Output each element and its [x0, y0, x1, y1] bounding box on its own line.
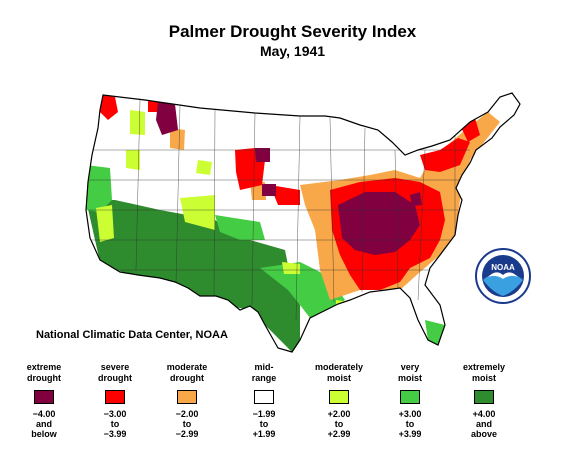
legend-range-line: −1.99 [252, 409, 276, 419]
legend-label-line: moderate [166, 362, 208, 372]
legend-range-line: +1.99 [252, 429, 276, 439]
legend-range: −4.00 and below [9, 409, 79, 439]
legend-swatch [254, 390, 274, 404]
legend-label: very moist [375, 360, 445, 384]
legend-item-moderate-drought: moderate drought −2.00 to −2.99 [152, 360, 222, 439]
legend-item-very-moist: very moist +3.00 to +3.99 [375, 360, 445, 439]
legend-swatch [105, 390, 125, 404]
legend-range-line: to [405, 419, 415, 429]
legend-label: moderate drought [152, 360, 222, 384]
map-subtitle: May, 1941 [259, 43, 326, 59]
legend-label-line: extremely [462, 362, 506, 372]
legend-item-extremely-moist: extremely moist +4.00 and above [449, 360, 519, 439]
legend-range-line: −3.00 [103, 409, 127, 419]
legend-label-line: moist [471, 373, 496, 383]
legend-range: −2.00 to −2.99 [152, 409, 222, 439]
legend-range: +2.00 to +2.99 [304, 409, 374, 439]
legend-label: severe drought [80, 360, 150, 384]
legend-range: +3.00 to +3.99 [375, 409, 445, 439]
legend-label: moderately moist [304, 360, 374, 384]
noaa-logo-text: NOAA [491, 263, 515, 272]
legend-range-line: −2.99 [175, 429, 199, 439]
us-outline [85, 92, 521, 353]
legend-range-line: +4.00 [472, 409, 496, 419]
legend-swatch [400, 390, 420, 404]
legend-label-line: moist [397, 373, 422, 383]
legend-range-line: to [182, 419, 192, 429]
legend-range-line: to [259, 419, 269, 429]
legend-label: mid-range [229, 360, 299, 384]
legend-range-line: to [334, 419, 344, 429]
legend-range: +4.00 and above [449, 409, 519, 439]
legend-swatch [177, 390, 197, 404]
legend-range: −1.99 to +1.99 [229, 409, 299, 439]
legend-label-line: extreme [26, 362, 62, 372]
legend-item-mid-range: mid-range −1.99 to +1.99 [229, 360, 299, 439]
legend-label-line: range [251, 373, 277, 383]
legend-item-severe-drought: severe drought −3.00 to −3.99 [80, 360, 150, 439]
legend-range-line: above [470, 429, 497, 439]
legend-range-line: −2.00 [175, 409, 199, 419]
legend-range-line: −4.00 [32, 409, 56, 419]
legend-swatch [329, 390, 349, 404]
legend-label: extremely moist [449, 360, 519, 384]
legend-label-line: moist [326, 373, 351, 383]
noaa-seagull-logo-icon: NOAA [475, 248, 531, 304]
legend-range-line: and [475, 419, 492, 429]
legend-swatch [474, 390, 494, 404]
legend-label-line: mid- [254, 362, 274, 372]
legend-range-line: below [31, 429, 57, 439]
legend-range-line: −3.99 [103, 429, 127, 439]
map-title: Palmer Drought Severity Index [168, 22, 417, 41]
noaa-logo: NOAA [474, 247, 532, 310]
legend-range-line: +2.99 [327, 429, 351, 439]
legend-range-line: +2.00 [327, 409, 351, 419]
legend-label-line: drought [27, 373, 61, 383]
legend-range: −3.00 to −3.99 [80, 409, 150, 439]
drought-map-fill [86, 93, 520, 352]
legend-swatch [34, 390, 54, 404]
legend: extreme drought −4.00 and below severe drought… [0, 360, 585, 450]
legend-label-line: very [400, 362, 420, 372]
legend-item-extreme-drought: extreme drought −4.00 and below [9, 360, 79, 439]
legend-item-moderately-moist: moderately moist +2.00 to +2.99 [304, 360, 374, 439]
legend-range-line: to [110, 419, 120, 429]
legend-range-line: +3.99 [398, 429, 422, 439]
legend-label: extreme drought [9, 360, 79, 384]
legend-label-line: drought [98, 373, 132, 383]
legend-label-line: severe [100, 362, 130, 372]
legend-label-line: drought [170, 373, 204, 383]
legend-label-line: moderately [314, 362, 364, 372]
legend-range-line: and [35, 419, 52, 429]
legend-range-line: +3.00 [398, 409, 422, 419]
credit-text: National Climatic Data Center, NOAA [36, 329, 228, 341]
